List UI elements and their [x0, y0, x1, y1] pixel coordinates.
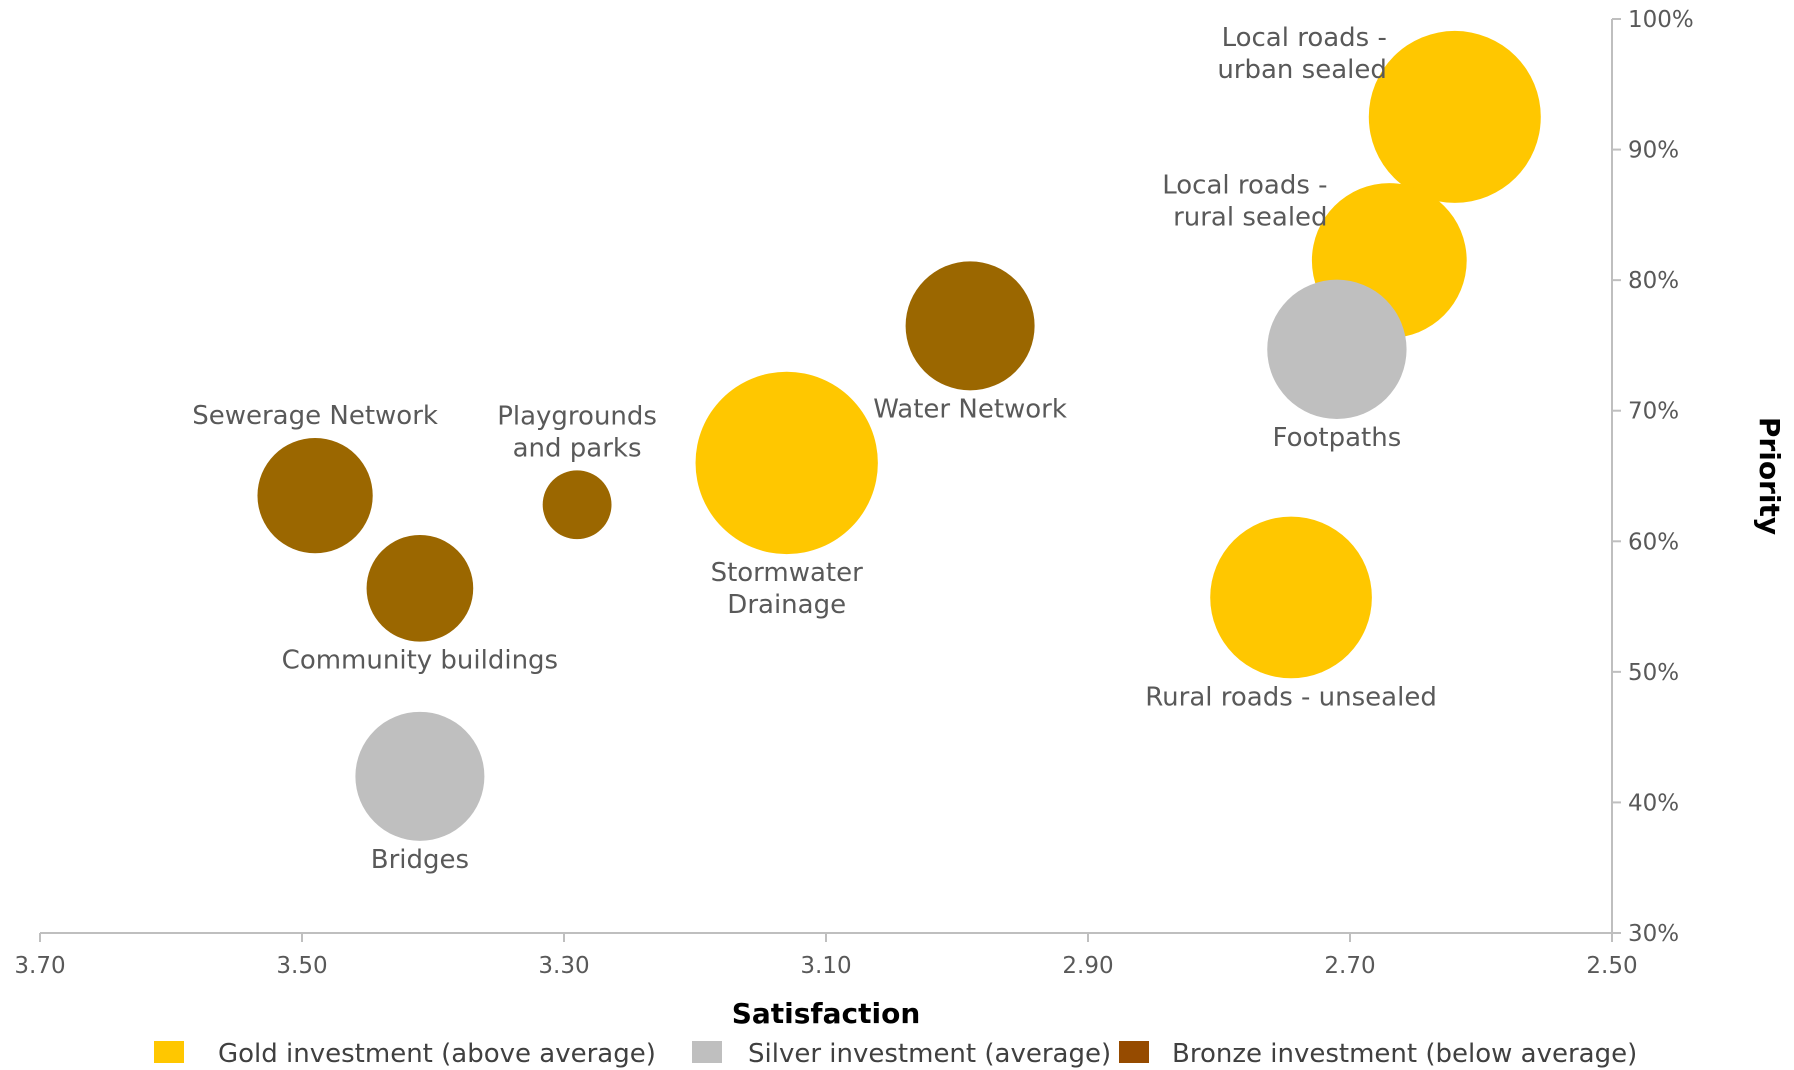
legend-swatch-gold	[154, 1041, 184, 1063]
legend-label-bronze: Bronze investment (below average)	[1172, 1039, 1637, 1069]
x-axis-ticks: 3.70 3.50 3.30 3.10 2.90 2.70 2.50	[14, 933, 1638, 979]
bubble-label: urban sealed	[1217, 55, 1387, 85]
bubble-gold	[1210, 516, 1372, 679]
bubble-label: Rural roads - unsealed	[1145, 682, 1437, 712]
x-tick-label: 3.30	[538, 953, 589, 979]
bubble-label: Community buildings	[282, 646, 558, 676]
x-axis-title: Satisfaction	[732, 997, 921, 1030]
bubble-silver	[1267, 279, 1407, 420]
bubble-bronze	[257, 437, 373, 554]
legend: Gold investment (above average) Silver i…	[154, 1039, 1637, 1069]
x-tick-label: 2.70	[1324, 953, 1375, 979]
legend-swatch-silver	[692, 1041, 722, 1063]
y-tick-label: 30%	[1628, 921, 1679, 947]
y-tick-label: 50%	[1628, 660, 1679, 686]
bubble-bronze	[542, 470, 612, 540]
bubble-label: Water Network	[873, 394, 1067, 424]
legend-label-silver: Silver investment (average)	[748, 1039, 1111, 1069]
x-tick-label: 2.90	[1062, 953, 1113, 979]
axes-layer: 3.70 3.50 3.30 3.10 2.90 2.70 2.50 30% 40% 50% 60…	[14, 7, 1786, 1030]
bubble-label: Local roads -	[1162, 171, 1327, 201]
bubble-label: Sewerage Network	[192, 401, 438, 431]
x-tick-label: 3.10	[800, 953, 851, 979]
bubble-label: and parks	[513, 433, 642, 463]
legend-label-gold: Gold investment (above average)	[218, 1039, 656, 1069]
y-tick-label: 80%	[1628, 268, 1679, 294]
bubble-label: Drainage	[727, 590, 846, 620]
y-axis-ticks: 30% 40% 50% 60% 70% 80% 90% 100%	[1612, 7, 1694, 947]
x-tick-label: 3.50	[276, 953, 327, 979]
bubble-label: rural sealed	[1173, 203, 1327, 233]
bubble-gold	[695, 371, 878, 555]
y-tick-label: 60%	[1628, 529, 1679, 555]
legend-swatch-bronze	[1119, 1041, 1149, 1063]
bubble-gold	[1368, 30, 1541, 203]
y-tick-label: 40%	[1628, 790, 1679, 816]
x-tick-label: 3.70	[14, 953, 65, 979]
bubble-label: Stormwater	[711, 558, 864, 588]
bubbles-layer	[257, 30, 1541, 841]
bubble-label: Bridges	[371, 845, 469, 875]
bubble-silver	[355, 711, 485, 841]
bubble-label: Playgrounds	[497, 401, 657, 431]
bubble-bronze	[905, 261, 1035, 391]
y-axis-title: Priority	[1753, 417, 1786, 535]
x-tick-label: 2.50	[1586, 953, 1637, 979]
bubble-bronze	[366, 534, 474, 642]
y-tick-label: 90%	[1628, 138, 1679, 164]
bubble-label: Local roads -	[1222, 23, 1387, 53]
bubble-label: Footpaths	[1273, 423, 1402, 453]
y-tick-label: 100%	[1628, 7, 1694, 33]
y-tick-label: 70%	[1628, 399, 1679, 425]
